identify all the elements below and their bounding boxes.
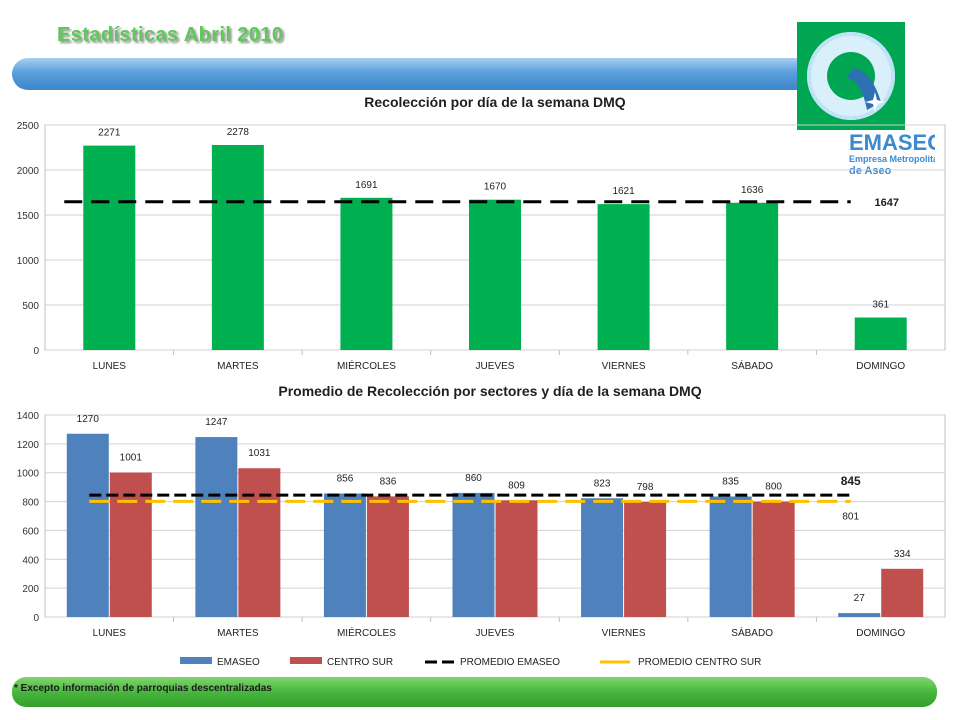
data-label: 823 xyxy=(594,478,611,489)
data-label: 361 xyxy=(872,300,889,311)
legend-label-emaseo: EMASEO xyxy=(217,657,260,668)
data-label: 2278 xyxy=(227,127,250,138)
x-tick-label: JUEVES xyxy=(476,361,515,372)
plot-area xyxy=(44,414,946,618)
y-tick-label: 1000 xyxy=(17,469,40,480)
legend-swatch-emaseo xyxy=(180,657,212,664)
page-title: Estadísticas Abril 2010 xyxy=(57,24,284,46)
x-tick-label: SÁBADO xyxy=(731,626,773,639)
bar xyxy=(752,501,795,617)
bar xyxy=(495,500,538,617)
logo-wordmark: EMASEO xyxy=(849,130,935,155)
x-tick-label: MARTES xyxy=(217,361,259,372)
data-label: 1636 xyxy=(741,185,764,196)
data-label: 2271 xyxy=(98,128,121,139)
data-label: 334 xyxy=(894,549,911,560)
x-tick-label: SÁBADO xyxy=(731,359,773,372)
legend-label-avg-emaseo: PROMEDIO EMASEO xyxy=(460,657,560,668)
x-tick-label: MARTES xyxy=(217,628,259,639)
bar xyxy=(452,492,495,617)
chart-sector-average: Promedio de Recolección por sectores y d… xyxy=(17,383,946,668)
y-tick-label: 1200 xyxy=(17,440,40,451)
bar xyxy=(597,204,650,350)
header-band xyxy=(12,58,812,90)
data-label: 1031 xyxy=(248,448,271,459)
logo-subtitle-1: Empresa Metropolitana xyxy=(849,154,935,164)
chart-title: Recolección por día de la semana DMQ xyxy=(364,94,626,110)
data-label: 800 xyxy=(765,482,782,493)
bar xyxy=(624,501,667,617)
bar xyxy=(854,317,907,350)
y-tick-label: 200 xyxy=(22,584,39,595)
logo-swoosh xyxy=(847,68,881,110)
bar xyxy=(109,472,152,617)
data-label: 1247 xyxy=(205,417,228,428)
y-tick-label: 800 xyxy=(22,498,39,509)
legend-swatch-centro-sur xyxy=(290,657,322,664)
data-label: 860 xyxy=(465,473,482,484)
y-tick-label: 2000 xyxy=(17,166,40,177)
data-label: 1270 xyxy=(77,414,100,425)
y-tick-label: 500 xyxy=(22,301,39,312)
average-label: 1647 xyxy=(874,197,898,209)
bar xyxy=(66,433,109,617)
y-tick-label: 0 xyxy=(33,346,39,357)
x-tick-label: DOMINGO xyxy=(856,361,905,372)
x-tick-label: JUEVES xyxy=(476,628,515,639)
bar xyxy=(469,199,521,350)
data-label: 856 xyxy=(337,473,354,484)
logo-sparkle-icon xyxy=(865,92,885,112)
bar xyxy=(838,613,881,617)
x-tick-label: MIÉRCOLES xyxy=(337,626,396,639)
average-label-emaseo: 845 xyxy=(841,474,861,488)
bar xyxy=(195,437,238,617)
logo-subtitle-2: de Aseo xyxy=(849,165,892,177)
y-tick-label: 1000 xyxy=(17,256,40,267)
data-label: 836 xyxy=(380,476,397,487)
bar xyxy=(366,496,409,617)
y-tick-label: 0 xyxy=(33,613,39,624)
average-label-centro-sur: 801 xyxy=(842,511,859,522)
bar xyxy=(581,498,624,617)
emaseo-logo: EMASEO Empresa Metropolitana de Aseo xyxy=(797,22,935,177)
bar xyxy=(726,202,779,350)
y-tick-label: 1400 xyxy=(17,411,40,422)
x-tick-label: DOMINGO xyxy=(856,628,905,639)
y-tick-label: 2500 xyxy=(17,121,40,132)
legend-label-centro-sur: CENTRO SUR xyxy=(327,657,393,668)
chart-title: Promedio de Recolección por sectores y d… xyxy=(278,383,701,399)
data-label: 809 xyxy=(508,480,525,491)
bar xyxy=(881,568,924,617)
x-tick-label: MIÉRCOLES xyxy=(337,359,396,372)
bar xyxy=(323,493,366,617)
bar xyxy=(83,145,136,350)
x-tick-label: VIERNES xyxy=(602,628,646,639)
bar xyxy=(238,468,281,617)
data-label: 1670 xyxy=(484,182,507,193)
data-label: 27 xyxy=(854,593,866,604)
data-label: 798 xyxy=(637,482,654,493)
footer-band xyxy=(12,677,937,707)
data-label: 1691 xyxy=(355,180,378,191)
chart-daily-collection: Recolección por día de la semana DMQ 0 500… xyxy=(17,94,946,372)
data-label: 835 xyxy=(722,477,739,488)
y-tick-label: 1500 xyxy=(17,211,40,222)
bar xyxy=(709,496,752,617)
x-tick-label: LUNES xyxy=(93,361,127,372)
bar xyxy=(340,197,393,350)
legend-label-avg-centro-sur: PROMEDIO CENTRO SUR xyxy=(638,657,761,668)
y-tick-label: 400 xyxy=(22,555,39,566)
y-tick-label: 600 xyxy=(22,526,39,537)
data-label: 1001 xyxy=(120,453,143,464)
bar xyxy=(211,144,264,350)
x-tick-label: VIERNES xyxy=(602,361,646,372)
x-tick-label: LUNES xyxy=(93,628,127,639)
data-label: 1621 xyxy=(612,186,635,197)
footnote: * Excepto información de parroquias desc… xyxy=(14,683,272,694)
